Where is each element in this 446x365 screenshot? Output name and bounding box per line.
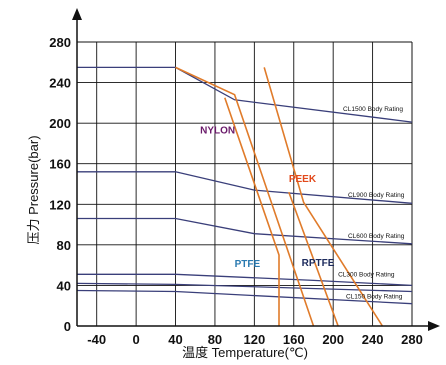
material-label-peek: PEEK [289, 174, 317, 185]
x-tick-label: 160 [283, 332, 305, 347]
x-axis-arrow-icon [428, 321, 440, 331]
series-line-cl1500-body-rating [77, 66, 413, 123]
y-tick-label: 240 [49, 76, 71, 91]
series-line-cl300-body-rating [77, 273, 413, 287]
rating-label-cl900-body-rating: CL900 Body Rating [348, 192, 405, 199]
y-tick-label: 160 [49, 157, 71, 172]
x-tick-label: 120 [244, 332, 266, 347]
rating-label-cl150-body-rating: CL150 Body Rating [346, 294, 403, 301]
rating-label-cl600-body-rating: CL600 Body Rating [348, 233, 405, 240]
annotations: CL1500 Body Rating CL900 Body Rating CL600… [200, 106, 405, 301]
series-line-cl150-body-rating [76, 289, 413, 305]
series-line-cl900-body-rating [77, 171, 413, 204]
y-tick-label: 120 [49, 197, 71, 212]
rating-label-cl300-body-rating: CL300 Body Rating [338, 271, 395, 278]
y-tick-label: 280 [49, 35, 71, 50]
x-tick-label: 200 [322, 332, 344, 347]
series-line-nylon [175, 66, 315, 327]
material-label-rptfe: RPTFE [302, 258, 335, 269]
x-tick-label: 0 [133, 332, 140, 347]
x-axis-title: 温度 Temperature(℃) [182, 345, 308, 360]
series-line-peek [263, 67, 384, 327]
series-line-ptfe [224, 97, 280, 326]
y-axis-title: 压力 Pressure(bar) [26, 135, 41, 244]
y-tick-label: 80 [57, 238, 71, 253]
series-line-unlabeled-4 [76, 282, 413, 293]
x-tick-label: -40 [87, 332, 106, 347]
x-tick-label: 280 [401, 332, 423, 347]
x-tick-label: 80 [208, 332, 222, 347]
series-line-rptfe [288, 191, 339, 327]
x-tick-label: 240 [362, 332, 384, 347]
series-line-cl600-body-rating [77, 217, 413, 245]
axes [72, 8, 440, 331]
tick-labels: -40 0 40 80 120 160 200 240 280 0 40 80 120 160 200 240… [49, 35, 423, 347]
y-axis-arrow-icon [72, 8, 82, 20]
y-tick-label: 0 [64, 319, 71, 334]
material-label-ptfe: PTFE [235, 259, 261, 270]
material-label-nylon: NYLON [200, 125, 235, 136]
series-lines [76, 66, 413, 327]
rating-label-cl1500-body-rating: CL1500 Body Rating [343, 106, 403, 113]
y-tick-label: 40 [57, 278, 71, 293]
x-tick-label: 40 [168, 332, 182, 347]
y-tick-label: 200 [49, 116, 71, 131]
